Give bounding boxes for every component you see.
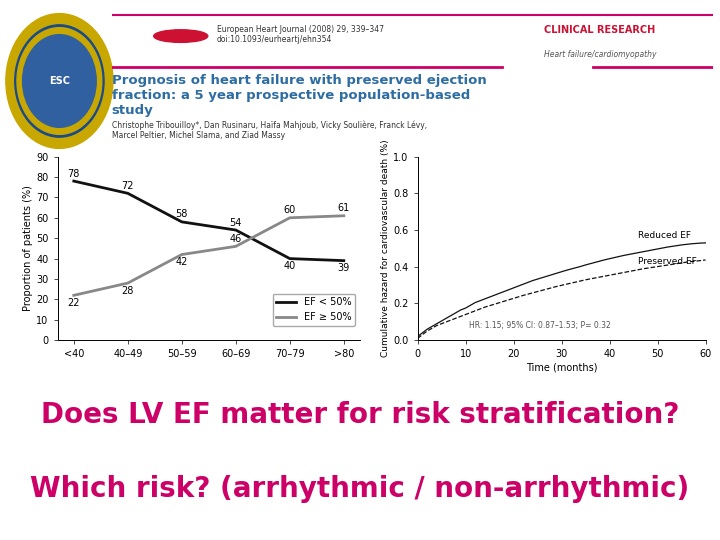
Text: Which risk? (arrhythmic / non-arrhythmic): Which risk? (arrhythmic / non-arrhythmic… (30, 475, 690, 503)
Circle shape (153, 30, 208, 42)
Text: 60: 60 (284, 205, 296, 215)
Y-axis label: Cumulative hazard for cardiovascular death (%): Cumulative hazard for cardiovascular dea… (382, 139, 390, 357)
Circle shape (22, 35, 96, 127)
Y-axis label: Proportion of patients (%): Proportion of patients (%) (24, 185, 33, 312)
Text: Prognosis of heart failure with preserved ejection
fraction: a 5 year prospectiv: Prognosis of heart failure with preserve… (112, 74, 486, 117)
Text: Heart failure/cardiomyopathy: Heart failure/cardiomyopathy (544, 50, 657, 59)
Circle shape (17, 28, 102, 134)
Text: 39: 39 (338, 263, 350, 273)
Text: 54: 54 (230, 218, 242, 227)
Circle shape (14, 25, 104, 137)
Text: 61: 61 (338, 204, 350, 213)
Text: Does LV EF matter for risk stratification?: Does LV EF matter for risk stratificatio… (41, 401, 679, 429)
Text: Preserved EF: Preserved EF (639, 256, 697, 266)
Text: European Heart Journal (2008) 29, 339–347
doi:10.1093/eurheartj/ehn354: European Heart Journal (2008) 29, 339–34… (217, 25, 384, 44)
Text: 72: 72 (122, 181, 134, 191)
Text: 46: 46 (230, 234, 242, 244)
Text: 40: 40 (284, 261, 296, 271)
Legend: EF < 50%, EF ≥ 50%: EF < 50%, EF ≥ 50% (272, 294, 355, 326)
Text: 22: 22 (68, 298, 80, 308)
Text: 58: 58 (176, 210, 188, 219)
X-axis label: Time (months): Time (months) (526, 362, 598, 372)
Text: 28: 28 (122, 286, 134, 295)
Text: CLINICAL RESEARCH: CLINICAL RESEARCH (544, 25, 656, 35)
Text: Reduced EF: Reduced EF (639, 231, 691, 240)
Text: ESC: ESC (49, 76, 70, 86)
Text: 42: 42 (176, 257, 188, 267)
Text: HR: 1.15; 95% CI: 0.87–1.53; P= 0.32: HR: 1.15; 95% CI: 0.87–1.53; P= 0.32 (469, 321, 611, 330)
Circle shape (6, 14, 113, 148)
Text: Christophe Tribouilloy*, Dan Rusinaru, Haïfa Mahjoub, Vicky Soulière, Franck Lév: Christophe Tribouilloy*, Dan Rusinaru, H… (112, 120, 427, 140)
Text: 78: 78 (68, 168, 80, 179)
